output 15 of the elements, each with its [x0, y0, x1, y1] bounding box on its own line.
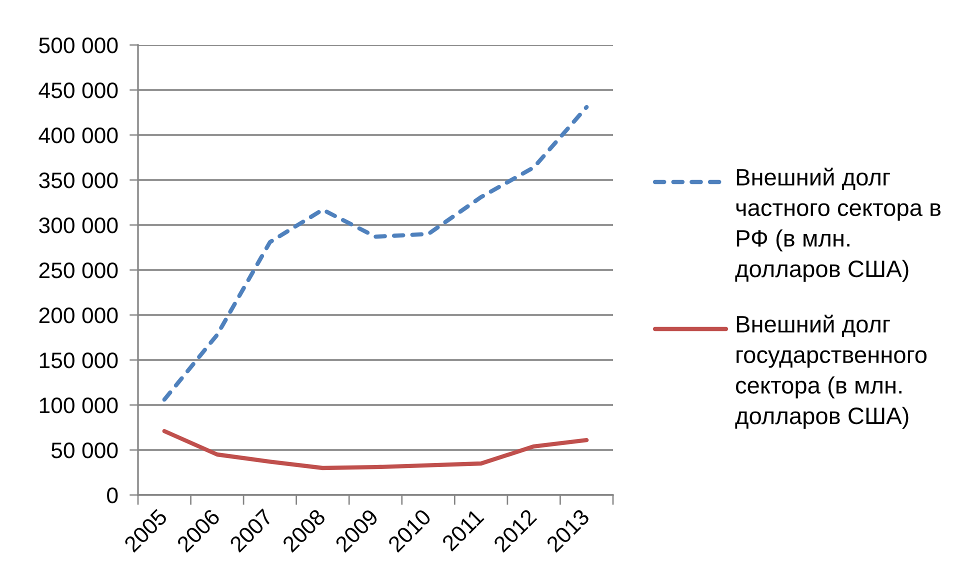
legend-label: Внешний долг частного сектора в РФ (в млн. долларов США)	[735, 168, 941, 282]
legend-label: Внешний долг государственного сектора (в млн. долларов США)	[735, 314, 927, 429]
y-tick-label: 350 000	[39, 172, 118, 188]
y-tick-label: 200 000	[39, 308, 118, 324]
y-tick-label: 0	[107, 488, 118, 504]
y-tick-label: 450 000	[38, 82, 118, 98]
y-tick-label: 250 000	[39, 262, 118, 278]
y-tick-label: 400 000	[38, 128, 118, 144]
y-tick-label: 300 000	[39, 218, 118, 234]
y-tick-label: 50 000	[51, 442, 118, 458]
line-series	[162, 429, 589, 470]
y-tick-label: 100 000	[40, 398, 118, 414]
y-tick-label: 500 000	[39, 38, 118, 54]
line-series	[162, 105, 589, 402]
y-tick-label: 150 000	[40, 352, 118, 368]
